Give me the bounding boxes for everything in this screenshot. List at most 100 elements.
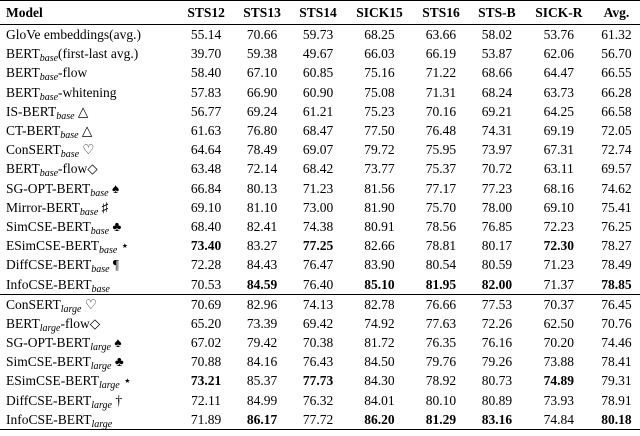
score-cell: 82.00 — [481, 276, 513, 292]
score-cell: 75.41 — [601, 199, 632, 215]
model-text: ESimCSE-BERT — [6, 238, 99, 254]
model-subscript: large — [39, 322, 61, 334]
model-name: BERTlarge-flow◇ — [0, 314, 178, 334]
model-subscript: base — [39, 72, 59, 84]
model-subscript: base — [79, 206, 99, 218]
model-text: † — [111, 392, 123, 408]
score-cell: 67.10 — [246, 65, 278, 81]
model-name: ESimCSE-BERTbase ⋆ — [0, 236, 178, 257]
model-name: ConSERTlarge ♡ — [0, 293, 179, 314]
column-header: SICK15 — [346, 0, 413, 25]
model-text: DiffCSE-BERT — [6, 257, 92, 273]
model-subscript: base — [90, 187, 109, 199]
score-cell: 84.50 — [364, 354, 395, 370]
score-cell: 70.88 — [190, 354, 222, 370]
score-cell: 82.41 — [246, 218, 278, 234]
score-cell: 81.95 — [425, 276, 457, 292]
score-cell: 72.11 — [191, 392, 222, 408]
model-text: ESimCSE-BERT — [6, 373, 99, 389]
score-cell: 69.10 — [190, 199, 222, 215]
score-cell: 76.66 — [412, 293, 469, 314]
table-row: SG-OPT-BERTlarge ♠ 67.02 79.42 70.38 81.72 76… — [0, 333, 640, 353]
score-cell: 76.45 — [592, 293, 640, 314]
score-cell: 86.20 — [346, 409, 413, 430]
score-cell: 71.31 — [425, 84, 457, 100]
score-cell: 80.54 — [425, 257, 457, 273]
score-cell: 82.78 — [346, 293, 413, 314]
score-cell: 68.24 — [481, 84, 513, 100]
score-cell: 69.57 — [601, 161, 632, 177]
score-cell: 78.92 — [425, 373, 457, 389]
table-row: GloVe embeddings(avg.) 55.14 70.66 59.73 68.… — [0, 25, 640, 45]
model-subscript: base — [98, 245, 118, 257]
model-subscript: base — [91, 264, 110, 276]
column-header: STS-B — [468, 0, 525, 25]
score-cell: 75.16 — [364, 65, 395, 81]
score-cell: 68.66 — [481, 65, 513, 81]
model-text: SimCSE-BERT — [6, 218, 91, 234]
model-name: Mirror-BERTbase ♯ — [0, 198, 178, 218]
model-name: DiffCSE-BERTlarge † — [0, 391, 178, 411]
score-cell: 71.23 — [543, 257, 575, 273]
score-cell: 77.63 — [425, 315, 457, 331]
score-cell: 56.77 — [190, 103, 222, 119]
score-cell: 66.28 — [601, 84, 632, 100]
table-row: BERTbase-flow◇ 63.48 72.14 68.42 73.77 75.37 7… — [0, 159, 640, 179]
score-cell: 68.42 — [302, 161, 334, 177]
score-cell: 79.72 — [364, 142, 395, 158]
score-cell: 75.37 — [425, 161, 457, 177]
score-cell: 78.41 — [601, 354, 632, 370]
score-cell: 80.89 — [481, 392, 513, 408]
column-header: STS16 — [412, 0, 469, 25]
score-cell: 66.55 — [601, 65, 632, 81]
table-row: IS-BERTbase △ 56.77 69.24 61.21 75.23 70.16 69… — [0, 102, 640, 122]
score-cell: 64.25 — [543, 103, 575, 119]
score-cell: 70.76 — [601, 315, 632, 331]
model-subscript: base — [60, 130, 79, 142]
column-header: STS12 — [178, 0, 235, 25]
model-text: BERT — [6, 46, 40, 62]
score-cell: 74.38 — [302, 218, 334, 234]
score-cell: 61.21 — [302, 103, 334, 119]
score-cell: 75.95 — [425, 142, 457, 158]
score-cell: 66.03 — [364, 46, 395, 62]
score-cell: 83.27 — [246, 238, 278, 254]
score-cell: 71.37 — [543, 276, 575, 292]
score-cell: 78.49 — [601, 257, 632, 273]
score-cell: 78.91 — [601, 392, 632, 408]
score-cell: 80.73 — [481, 373, 513, 389]
score-cell: 80.13 — [246, 180, 278, 196]
table-row: ConSERTbase ♡ 64.64 78.49 69.07 79.72 75.95 73… — [0, 140, 640, 160]
table-row: ConSERTlarge ♡ 70.69 82.96 74.13 82.78 76.66 7… — [0, 293, 640, 314]
score-cell: 70.66 — [246, 27, 278, 43]
model-name: IS-BERTbase △ — [0, 102, 178, 122]
score-cell: 76.47 — [302, 257, 334, 273]
column-header: STS14 — [290, 0, 346, 25]
score-cell: 65.20 — [190, 315, 222, 331]
score-cell: 66.90 — [246, 84, 278, 100]
model-text: BERT — [6, 161, 40, 177]
model-text: InfoCSE-BERT — [6, 276, 92, 292]
model-name: ESimCSE-BERTlarge ⋆ — [0, 371, 178, 391]
score-cell: 81.10 — [246, 199, 278, 215]
score-cell: 73.40 — [190, 238, 222, 254]
model-text: Mirror-BERT — [6, 199, 80, 215]
score-cell: 55.14 — [190, 27, 222, 43]
column-header: STS13 — [234, 0, 291, 25]
score-cell: 72.30 — [543, 238, 575, 254]
score-cell: 67.02 — [190, 335, 222, 351]
score-cell: 84.16 — [246, 354, 278, 370]
model-text: BERT — [6, 84, 40, 100]
score-cell: 78.56 — [425, 218, 457, 234]
model-text: -whitening — [58, 84, 117, 100]
score-cell: 49.67 — [302, 46, 334, 62]
score-cell: 72.05 — [601, 123, 632, 139]
score-cell: 69.10 — [543, 199, 575, 215]
score-cell: 80.18 — [592, 409, 640, 430]
score-cell: 62.06 — [543, 46, 575, 62]
score-cell: 83.90 — [364, 257, 395, 273]
score-cell: 72.28 — [190, 257, 222, 273]
model-text: CT-BERT — [6, 123, 61, 139]
